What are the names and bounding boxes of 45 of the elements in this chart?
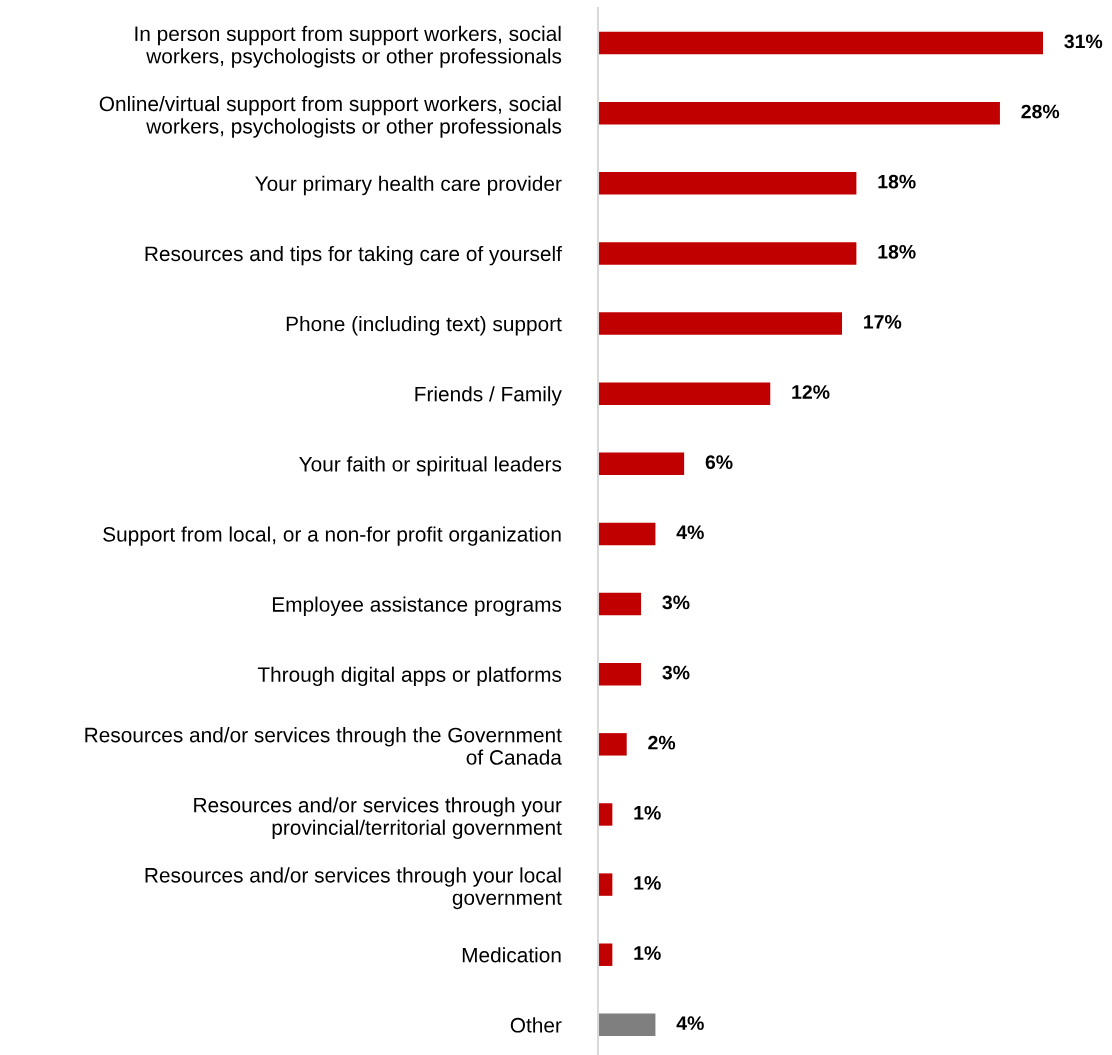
data-label: 12% xyxy=(792,385,830,399)
y-tick-label: Resources and/or services through the Government of Canada xyxy=(85,727,562,765)
y-tick-label: In person support from support workers, social workers, psychologists or other professionals xyxy=(135,25,562,68)
data-label: 4% xyxy=(676,1016,704,1031)
data-label: 1% xyxy=(634,805,661,820)
data-label: 28% xyxy=(1021,104,1060,119)
bar xyxy=(598,312,843,335)
bar xyxy=(598,452,685,476)
y-tick-label: Support from local, or a non-for profit organization xyxy=(103,526,561,546)
data-label: 3% xyxy=(662,595,690,610)
y-tick-label: Your primary health care provider xyxy=(255,175,562,196)
y-tick-label: Resources and/or services through your provincial/territorial government xyxy=(194,797,562,840)
y-tick-label: Resources and/or services through your local government xyxy=(145,867,562,910)
bar xyxy=(598,242,857,265)
y-tick-label: Through digital apps or platforms xyxy=(257,666,562,687)
y-tick-label: Phone (including text) support xyxy=(286,316,562,336)
data-label: 1% xyxy=(634,876,661,890)
y-tick-label: Resources and tips for taking care of yourself xyxy=(145,245,562,266)
y-tick-label: Other xyxy=(510,1017,562,1033)
data-label: 3% xyxy=(662,665,690,680)
data-label: 18% xyxy=(878,174,916,189)
bar xyxy=(598,803,613,826)
bar xyxy=(598,101,1000,125)
y-tick-label: Medication xyxy=(462,947,561,963)
bar xyxy=(598,733,627,756)
data-label: 31% xyxy=(1064,34,1103,49)
y-tick-label: Online/virtual support from support workers, social workers, psychologists or other professionals xyxy=(99,95,562,138)
bar xyxy=(598,943,613,966)
bar xyxy=(598,662,642,686)
data-label: 1% xyxy=(634,946,661,960)
data-label: 18% xyxy=(878,244,916,259)
data-label: 17% xyxy=(864,315,902,329)
bar xyxy=(598,1013,656,1037)
bar xyxy=(598,592,642,616)
data-label: 4% xyxy=(676,525,704,540)
bar xyxy=(598,522,656,546)
data-label: 2% xyxy=(648,735,676,750)
bar xyxy=(598,172,857,195)
bar xyxy=(598,873,613,896)
y-tick-label: Your faith or spiritual leaders xyxy=(299,456,562,476)
y-tick-label: Friends / Family xyxy=(415,386,562,406)
y-tick-label: Employee assistance programs xyxy=(272,596,562,616)
bar xyxy=(598,382,771,405)
bar xyxy=(598,31,1043,55)
data-label: 6% xyxy=(705,455,733,470)
